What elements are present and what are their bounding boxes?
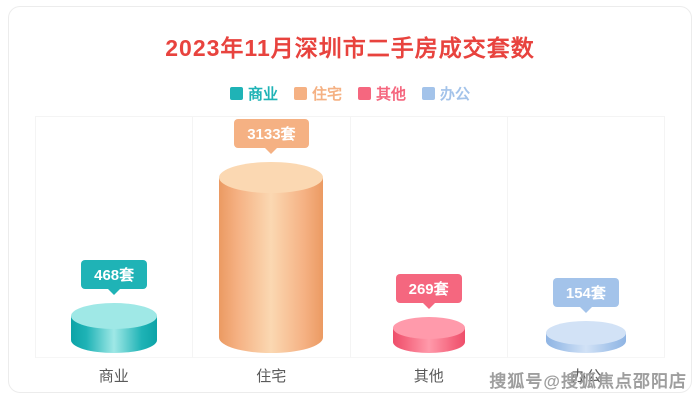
- cylinder-top: [71, 303, 158, 329]
- cylinder-bar: [392, 317, 465, 353]
- cylinder-bar: [545, 321, 626, 353]
- cylinder-body: [219, 177, 324, 353]
- x-axis-label: 其他: [413, 368, 444, 385]
- value-label-pointer-icon: [108, 289, 121, 295]
- value-label-pointer-icon: [579, 307, 592, 313]
- x-axis-label: 办公: [571, 368, 602, 385]
- cylinder-bar: [71, 303, 158, 353]
- value-label: 154套: [552, 278, 619, 307]
- legend-item-4: 办公: [422, 83, 470, 104]
- x-axis: 商业 住宅 其他 办公: [35, 365, 665, 386]
- legend-item-3: 其他: [358, 83, 406, 104]
- plot-area: 468套 3133套 269套 154套: [35, 116, 665, 358]
- value-label: 468套: [81, 260, 148, 289]
- value-label-pointer-icon: [422, 303, 435, 309]
- chart-title: 2023年11月深圳市二手房成交套数: [165, 35, 535, 61]
- watermark: 搜狐号@搜狐焦点邵阳店: [489, 372, 687, 391]
- value-label-pointer-icon: [265, 148, 278, 154]
- legend-marker-icon: [422, 87, 436, 100]
- legend-marker-icon: [293, 87, 307, 100]
- bar-group-3: 269套: [350, 116, 508, 358]
- legend-item-1: 商业: [229, 83, 278, 104]
- cylinder-top: [219, 162, 324, 193]
- cylinder-bar: [219, 162, 324, 353]
- legend-label: 办公: [440, 86, 471, 103]
- cylinder-top: [545, 321, 626, 345]
- bar-group-2: 3133套: [193, 116, 351, 358]
- legend-item-2: 住宅: [293, 83, 342, 104]
- legend: 商业 住宅 其他 办公: [35, 83, 665, 104]
- bar-group-1: 468套: [36, 116, 194, 358]
- value-label: 269套: [395, 274, 462, 303]
- legend-label: 其他: [376, 86, 407, 103]
- cylinder-top: [392, 317, 465, 339]
- x-axis-label: 商业: [98, 368, 129, 385]
- legend-label: 住宅: [311, 86, 342, 103]
- legend-label: 商业: [247, 86, 278, 103]
- legend-marker-icon: [358, 87, 371, 100]
- chart-card: 2023年11月深圳市二手房成交套数 商业 住宅 其他 办公 468套 3133套 269…: [8, 6, 692, 393]
- value-label: 3133套: [234, 119, 309, 148]
- x-axis-label: 住宅: [256, 368, 287, 385]
- legend-marker-icon: [229, 87, 243, 100]
- bar-group-4: 154套: [507, 116, 665, 358]
